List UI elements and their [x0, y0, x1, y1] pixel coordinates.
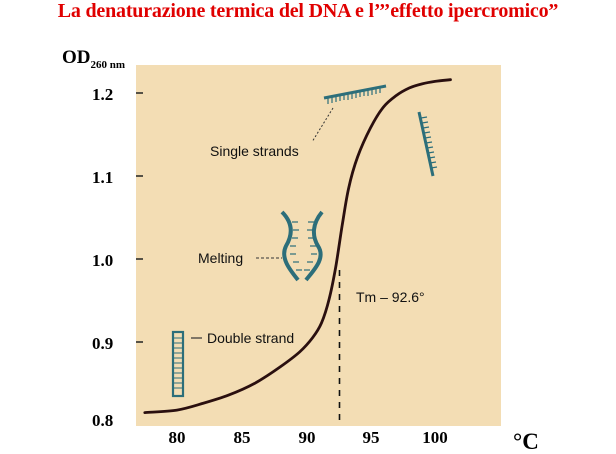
tm-label: Tm – 92.6° [356, 289, 425, 305]
melting-dna-icon [280, 210, 324, 282]
y-tick-label: 1.1 [92, 168, 113, 187]
y-tick-label: 0.8 [92, 411, 113, 430]
x-tick-label: 90 [299, 428, 316, 447]
single-strands-leader [311, 107, 334, 143]
single-strand-icon-horizontal [323, 84, 387, 104]
y-tick-label: 1.0 [92, 251, 113, 270]
x-axis-label: °C [513, 429, 539, 454]
y-tick-label: 1.2 [92, 85, 113, 104]
x-tick-label: 85 [234, 428, 251, 447]
y-tick-label: 0.9 [92, 334, 113, 353]
x-tick-label: 100 [422, 428, 448, 447]
absorbance-curve [143, 78, 452, 414]
x-tick-label: 95 [363, 428, 380, 447]
x-tick-label: 80 [169, 428, 186, 447]
double-strand-icon [171, 330, 185, 398]
double-strand-label: Double strand [207, 330, 294, 346]
y-axis-label-sub: 260 nm [91, 59, 126, 71]
single-strands-label: Single strands [210, 143, 299, 159]
melting-label: Melting [198, 250, 243, 266]
y-axis-label: OD260 nm [62, 47, 125, 71]
single-strand-icon-vertical [417, 111, 438, 177]
slide-title: La denaturazione termica del DNA e l’’’e… [57, 0, 559, 22]
